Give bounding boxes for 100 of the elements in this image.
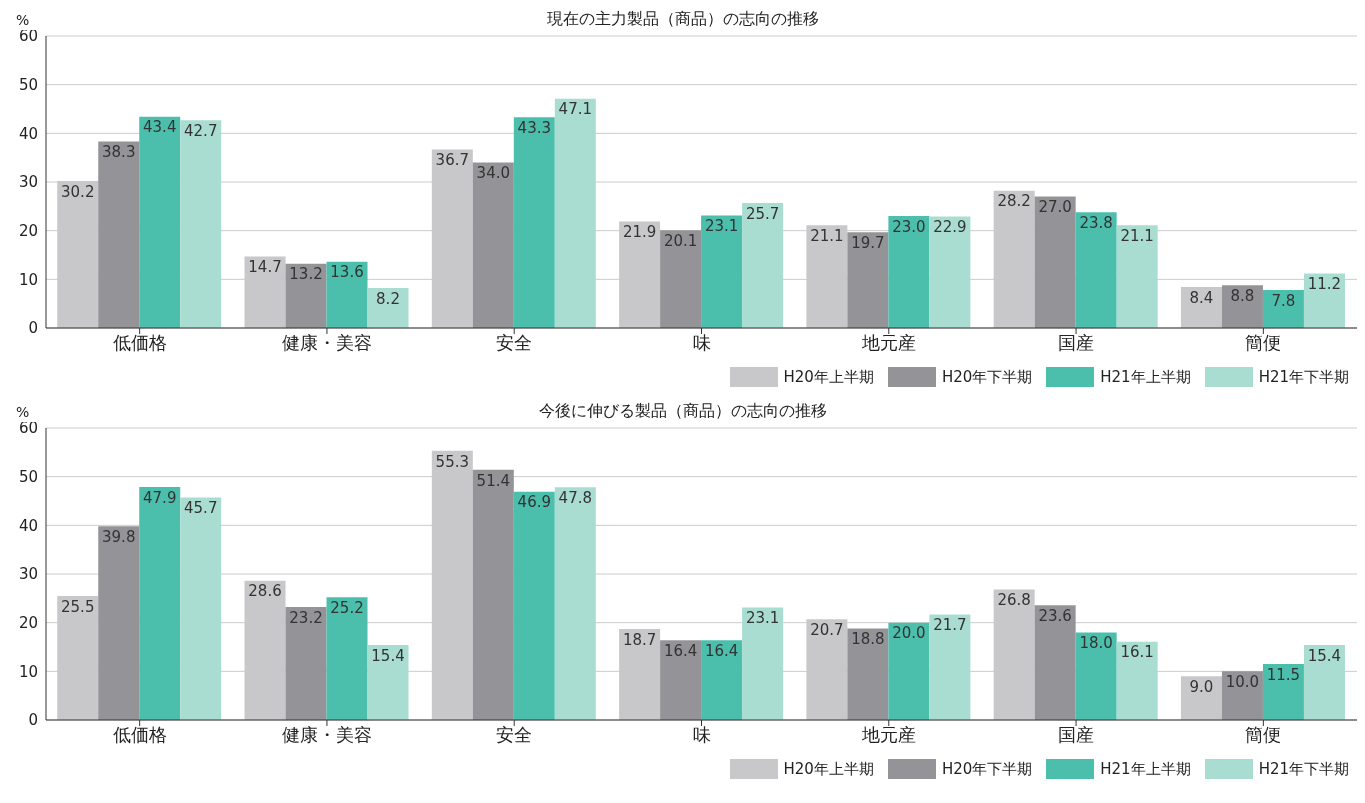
bar xyxy=(1262,290,1304,328)
data-label: 10.0 xyxy=(1225,672,1260,691)
data-label: 23.6 xyxy=(1038,606,1072,625)
data-label: 18.7 xyxy=(622,630,657,649)
data-label: 25.2 xyxy=(330,599,364,618)
data-label: 21.1 xyxy=(1120,226,1154,245)
bar xyxy=(888,216,930,328)
data-label: 8.8 xyxy=(1230,286,1255,305)
bar xyxy=(660,230,702,328)
bar xyxy=(742,202,784,328)
x-tick-label: 簡便 xyxy=(1245,723,1282,745)
data-label: 39.8 xyxy=(102,527,136,546)
data-label: 38.3 xyxy=(102,143,136,162)
data-label: 25.7 xyxy=(745,204,780,223)
bar xyxy=(1034,196,1076,328)
x-tick-label: 安全 xyxy=(496,723,533,745)
bar xyxy=(180,497,222,720)
bar xyxy=(929,216,971,328)
y-tick-label: 0 xyxy=(28,319,38,338)
data-label: 21.7 xyxy=(933,616,967,635)
bar xyxy=(1221,671,1263,720)
data-label: 11.5 xyxy=(1266,665,1301,684)
x-tick-label: 低価格 xyxy=(112,723,167,745)
x-tick-label: 簡便 xyxy=(1245,331,1282,353)
bar xyxy=(1303,645,1345,720)
data-label: 28.2 xyxy=(997,192,1031,211)
data-label: 19.7 xyxy=(851,233,885,252)
bar xyxy=(513,117,555,328)
y-axis-title: % xyxy=(16,404,30,420)
data-label: 36.7 xyxy=(435,151,470,170)
x-tick-label: 国産 xyxy=(1058,331,1095,353)
bar xyxy=(660,640,702,720)
data-label: 7.8 xyxy=(1271,291,1296,310)
chart-title: 現在の主力製品（商品）の志向の推移 xyxy=(546,9,819,28)
bar xyxy=(701,640,743,720)
data-label: 21.1 xyxy=(810,226,844,245)
data-label: 18.0 xyxy=(1079,634,1113,653)
data-label: 43.3 xyxy=(517,118,552,137)
bar xyxy=(472,469,514,720)
data-label: 18.8 xyxy=(851,630,885,649)
bar xyxy=(1116,641,1158,720)
x-tick-label: 味 xyxy=(692,331,711,353)
data-label: 8.2 xyxy=(376,289,400,308)
data-label: 55.3 xyxy=(435,452,470,471)
data-label: 23.8 xyxy=(1079,213,1113,232)
y-tick-label: 60 xyxy=(18,27,38,46)
bar xyxy=(98,526,140,720)
data-label: 22.9 xyxy=(933,218,967,237)
bar xyxy=(326,261,368,328)
x-tick-label: 健康・美容 xyxy=(281,331,372,353)
legend-label: H21年下半期 xyxy=(1258,367,1349,387)
bar xyxy=(929,614,971,720)
data-label: 13.6 xyxy=(330,263,364,282)
bar xyxy=(1034,605,1076,720)
bar xyxy=(1180,676,1222,720)
bar xyxy=(1075,632,1117,720)
data-label: 16.4 xyxy=(704,641,739,660)
y-tick-label: 50 xyxy=(18,75,38,94)
bar xyxy=(1075,212,1117,328)
data-label: 23.0 xyxy=(892,217,926,236)
y-tick-label: 30 xyxy=(18,173,38,192)
data-label: 13.2 xyxy=(289,265,323,284)
data-label: 43.4 xyxy=(143,118,177,137)
bar xyxy=(554,98,596,328)
bar xyxy=(1116,225,1158,328)
data-label: 20.1 xyxy=(663,231,698,250)
legend-label: H20年上半期 xyxy=(783,759,874,779)
y-tick-label: 30 xyxy=(18,565,38,584)
data-label: 20.7 xyxy=(810,620,844,639)
data-label: 20.0 xyxy=(892,624,926,643)
data-label: 16.1 xyxy=(1120,643,1154,662)
x-tick-label: 国産 xyxy=(1058,723,1095,745)
bar xyxy=(472,162,514,328)
data-label: 21.9 xyxy=(622,223,657,242)
data-label: 45.7 xyxy=(184,499,218,518)
bar xyxy=(847,232,889,328)
data-label: 28.6 xyxy=(248,582,282,601)
legend-label: H20年下半期 xyxy=(941,759,1033,779)
y-tick-label: 40 xyxy=(18,516,38,535)
data-label: 8.4 xyxy=(1189,288,1214,307)
bar xyxy=(367,645,409,720)
chart-title: 今後に伸びる製品（商品）の志向の推移 xyxy=(538,401,827,420)
x-tick-label: 低価格 xyxy=(112,331,167,353)
y-tick-label: 10 xyxy=(18,662,38,681)
y-tick-label: 0 xyxy=(28,711,38,730)
y-tick-label: 50 xyxy=(18,467,38,486)
data-label: 42.7 xyxy=(184,121,218,140)
data-label: 15.4 xyxy=(371,646,405,665)
bar xyxy=(888,622,930,720)
bar xyxy=(554,487,596,720)
data-label: 23.1 xyxy=(704,217,739,236)
legend-label: H21年下半期 xyxy=(1258,759,1349,779)
y-tick-label: 20 xyxy=(18,613,38,632)
bar xyxy=(285,607,327,720)
bar xyxy=(285,263,327,328)
y-tick-label: 40 xyxy=(18,124,38,143)
bar xyxy=(1262,664,1304,720)
legend-label: H20年上半期 xyxy=(783,367,874,387)
data-label: 23.2 xyxy=(289,608,323,627)
bar xyxy=(139,116,181,328)
